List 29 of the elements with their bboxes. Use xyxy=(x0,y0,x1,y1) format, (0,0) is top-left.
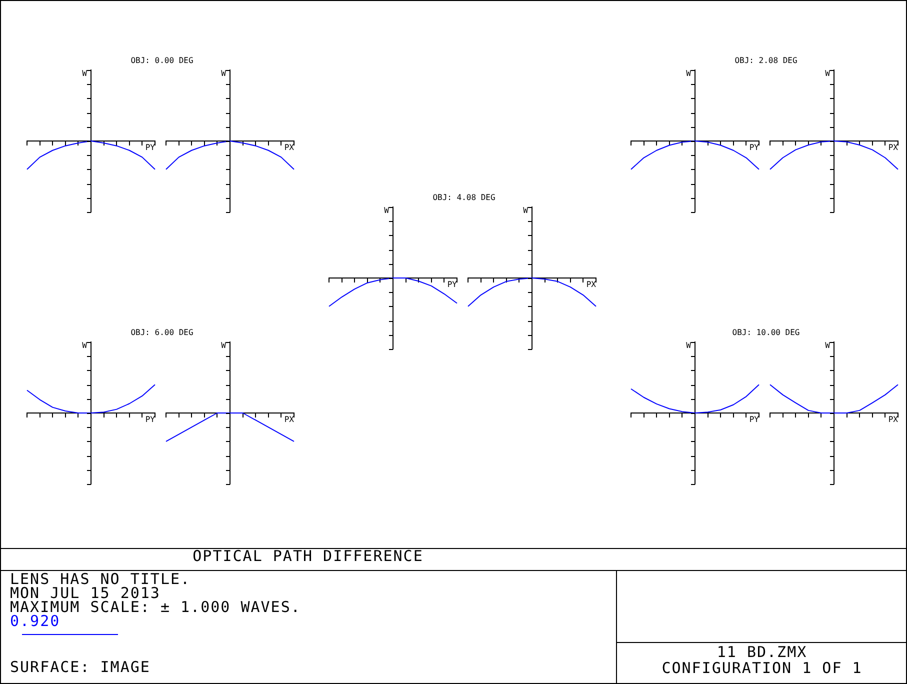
y-axis-title: W xyxy=(221,341,226,350)
chart-title: OBJ: 4.08 DEG xyxy=(432,193,496,202)
x-axis-title: PY xyxy=(145,415,156,424)
x-axis-title: PY xyxy=(749,415,760,424)
text: 11 BD.ZMX xyxy=(716,643,808,661)
x-axis-title: PY xyxy=(447,280,458,290)
x-axis-title: PX xyxy=(888,415,898,424)
x-axis-title: PY xyxy=(749,143,760,152)
y-axis-title: W xyxy=(82,341,88,350)
y-axis-title: W xyxy=(221,69,226,78)
y-axis-title: W xyxy=(384,206,390,216)
x-axis-title: PX xyxy=(284,143,294,152)
chart-title: OBJ: 2.08 DEG xyxy=(734,56,798,65)
text: OPTICAL PATH DIFFERENCE xyxy=(192,547,424,565)
y-axis-title: W xyxy=(82,69,88,78)
chart-title: OBJ: 10.00 DEG xyxy=(731,328,801,337)
y-axis-title: W xyxy=(523,206,528,216)
text: SURFACE: IMAGE xyxy=(10,658,150,676)
chart-title: OBJ: 0.00 DEG xyxy=(130,56,194,65)
x-axis-title: PX xyxy=(284,415,294,424)
y-axis-title: W xyxy=(686,341,692,350)
text: CONFIGURATION 1 OF 1 xyxy=(660,659,864,677)
x-axis-title: PX xyxy=(586,280,596,290)
x-axis-title: PY xyxy=(145,143,156,152)
x-axis-title: PX xyxy=(888,143,898,152)
y-axis-title: W xyxy=(825,341,830,350)
chart-title: OBJ: 6.00 DEG xyxy=(130,328,194,337)
y-axis-title: W xyxy=(686,69,692,78)
y-axis-title: W xyxy=(825,69,830,78)
